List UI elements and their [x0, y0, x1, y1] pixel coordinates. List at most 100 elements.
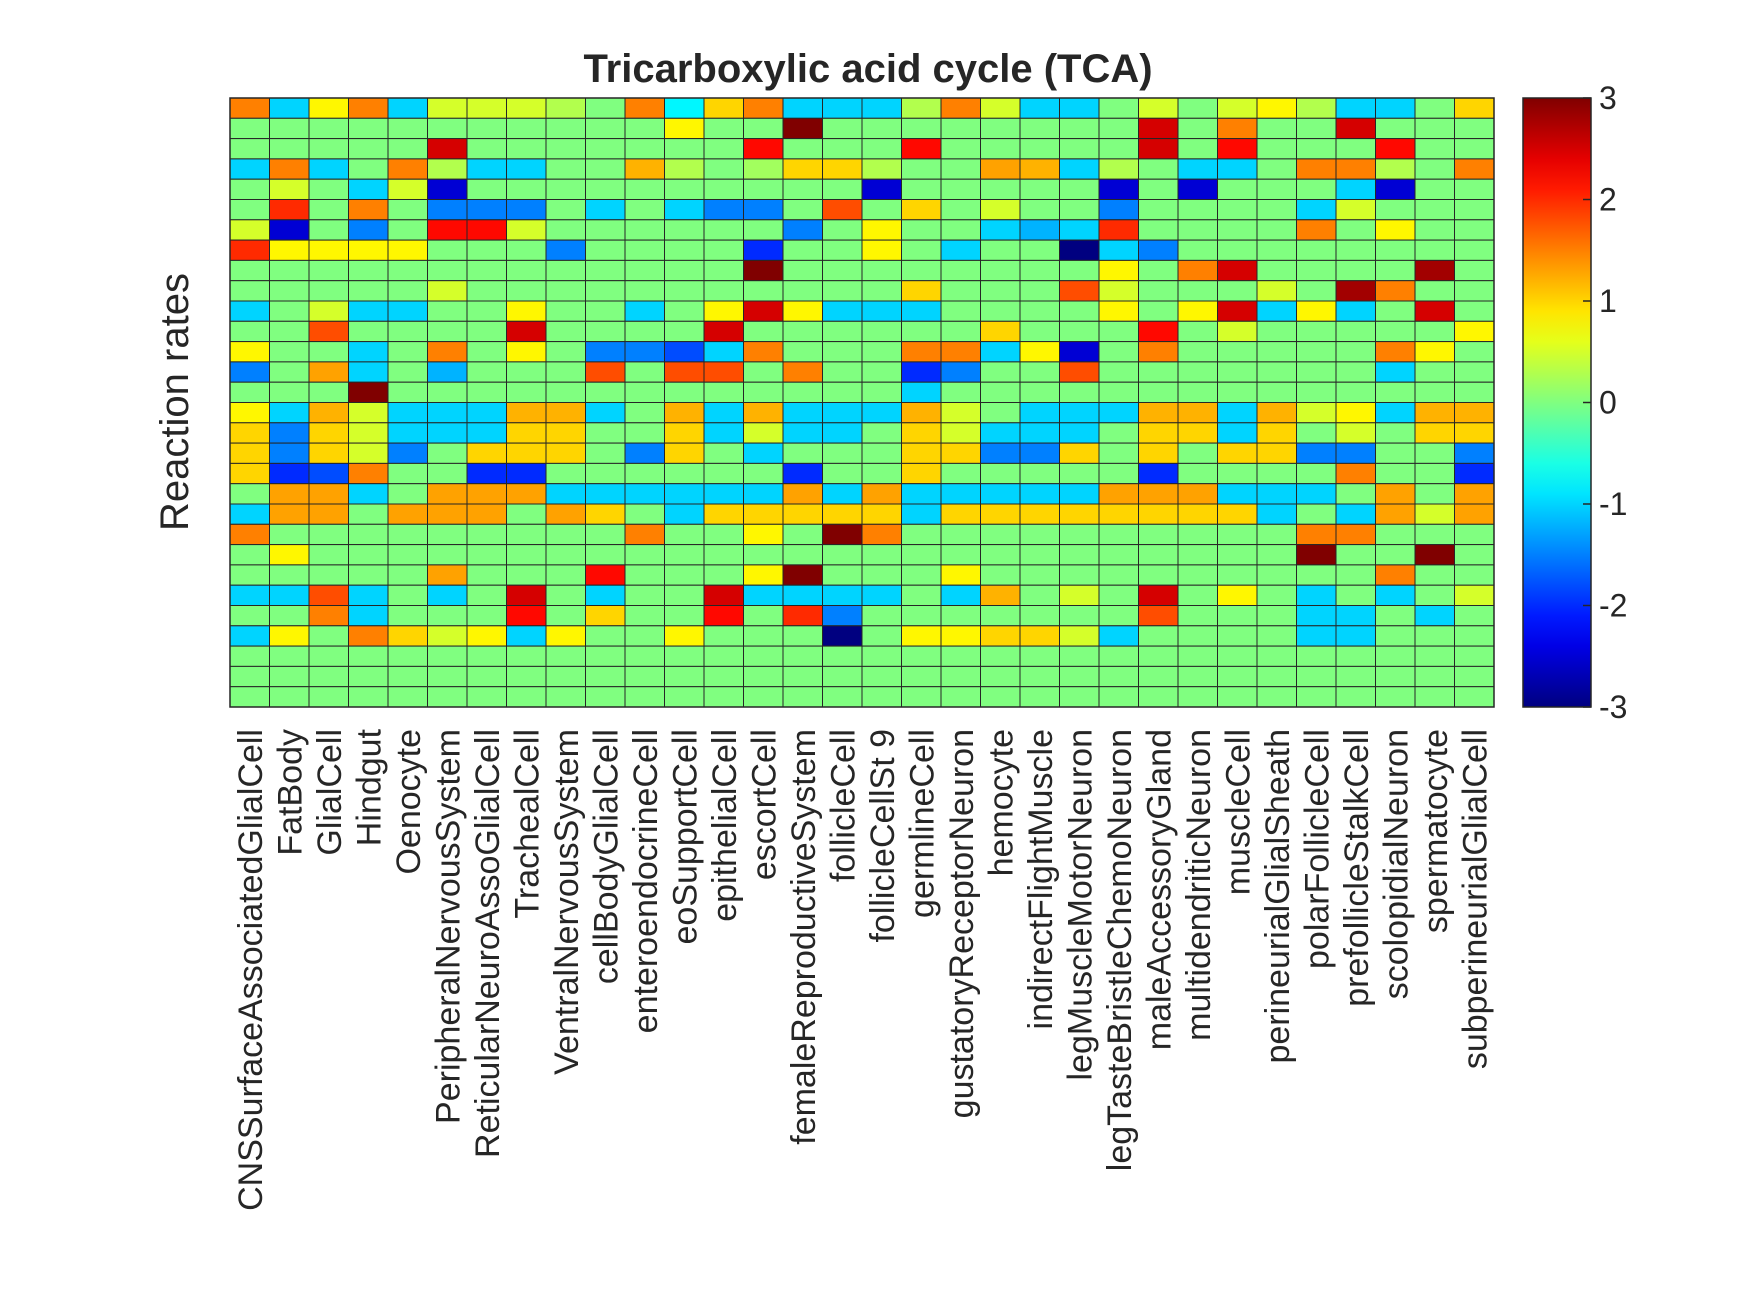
heatmap-cell: [427, 686, 468, 708]
heatmap-cell: [1098, 178, 1139, 200]
heatmap-cell: [624, 544, 665, 566]
heatmap-cell: [1296, 544, 1337, 566]
heatmap-cell: [585, 320, 626, 343]
heatmap-cell: [664, 97, 705, 119]
heatmap-cell: [861, 300, 902, 322]
heatmap-cell: [1414, 381, 1455, 404]
heatmap-cell: [861, 605, 902, 627]
heatmap-cell: [308, 178, 349, 200]
heatmap-cell: [1335, 503, 1376, 525]
heatmap-cell: [1375, 462, 1416, 485]
heatmap-cell: [703, 280, 744, 302]
heatmap-cell: [1019, 605, 1060, 627]
heatmap-cell: [1375, 605, 1416, 627]
heatmap-cell: [1296, 422, 1337, 444]
heatmap-cell: [743, 219, 784, 241]
heatmap-cell: [427, 219, 468, 241]
heatmap-cell: [901, 483, 942, 505]
heatmap-cell: [1098, 341, 1139, 363]
heatmap-cell: [1138, 625, 1179, 647]
heatmap-cell: [980, 584, 1021, 607]
heatmap-cell: [1177, 544, 1218, 566]
heatmap-cell: [624, 442, 665, 464]
heatmap-cell: [664, 503, 705, 525]
heatmap-cell: [427, 381, 468, 404]
heatmap-cell: [466, 138, 507, 160]
heatmap-cell: [348, 402, 389, 424]
heatmap-cell: [940, 381, 981, 404]
heatmap-cell: [1296, 381, 1337, 404]
heatmap-cell: [585, 462, 626, 485]
heatmap-cell: [229, 320, 270, 343]
heatmap-cell: [269, 259, 310, 282]
heatmap-cell: [822, 503, 863, 525]
heatmap-cell: [545, 503, 586, 525]
heatmap-cell: [308, 320, 349, 343]
heatmap-cell: [1296, 686, 1337, 708]
heatmap-cell: [861, 138, 902, 160]
heatmap-cell: [1059, 462, 1100, 485]
heatmap-cell: [466, 341, 507, 363]
heatmap-cell: [901, 645, 942, 667]
x-tick-label: prefollicleStalkCell: [1338, 729, 1376, 1007]
heatmap-cell: [1335, 564, 1376, 586]
heatmap-cell: [308, 259, 349, 282]
heatmap-cell: [940, 117, 981, 140]
heatmap-cell: [782, 422, 823, 444]
heatmap-cell: [387, 300, 428, 322]
heatmap-cell: [940, 523, 981, 546]
heatmap-cell: [1454, 341, 1495, 363]
heatmap-cell: [585, 442, 626, 464]
heatmap-cell: [466, 97, 507, 119]
heatmap-cell: [308, 645, 349, 667]
heatmap-cell: [545, 381, 586, 404]
heatmap-cell: [1296, 239, 1337, 261]
heatmap-cell: [743, 381, 784, 404]
heatmap-cell: [506, 138, 547, 160]
heatmap-cell: [901, 402, 942, 424]
heatmap-cell: [1414, 544, 1455, 566]
x-tick-label: escortCell: [745, 729, 783, 880]
heatmap-cell: [1335, 341, 1376, 363]
heatmap-cell: [1414, 584, 1455, 607]
heatmap-cell: [387, 341, 428, 363]
heatmap-cell: [427, 483, 468, 505]
heatmap-cell: [1098, 605, 1139, 627]
heatmap-cell: [1019, 341, 1060, 363]
heatmap-cell: [229, 665, 270, 688]
heatmap-cell: [427, 300, 468, 322]
heatmap-cell: [269, 117, 310, 140]
heatmap-cell: [1454, 544, 1495, 566]
heatmap-cell: [348, 178, 389, 200]
heatmap-cell: [1059, 665, 1100, 688]
heatmap-cell: [743, 483, 784, 505]
heatmap-cell: [1138, 219, 1179, 241]
heatmap-cell: [229, 239, 270, 261]
heatmap-cell: [1138, 462, 1179, 485]
heatmap-cell: [1335, 178, 1376, 200]
heatmap-cell: [822, 117, 863, 140]
heatmap-cell: [743, 422, 784, 444]
x-tick-label: follicleCellSt 9: [864, 729, 902, 943]
heatmap-cell: [348, 97, 389, 119]
heatmap-cell: [743, 97, 784, 119]
colorbar-tick-label: -1: [1599, 486, 1627, 522]
heatmap-cell: [387, 523, 428, 546]
heatmap-cell: [308, 564, 349, 586]
heatmap-cell: [1177, 462, 1218, 485]
heatmap-cell: [703, 564, 744, 586]
heatmap-cell: [624, 117, 665, 140]
heatmap-cell: [1138, 259, 1179, 282]
heatmap-cell: [624, 503, 665, 525]
heatmap-cell: [940, 178, 981, 200]
heatmap-cell: [1177, 138, 1218, 160]
heatmap-cell: [1335, 219, 1376, 241]
heatmap-cell: [229, 544, 270, 566]
heatmap-cell: [782, 645, 823, 667]
heatmap-cell: [269, 219, 310, 241]
heatmap-cell: [427, 158, 468, 180]
heatmap-cell: [664, 361, 705, 383]
heatmap-cell: [1059, 625, 1100, 647]
x-tick-label: hemocyte: [982, 729, 1020, 876]
heatmap-cell: [861, 117, 902, 140]
